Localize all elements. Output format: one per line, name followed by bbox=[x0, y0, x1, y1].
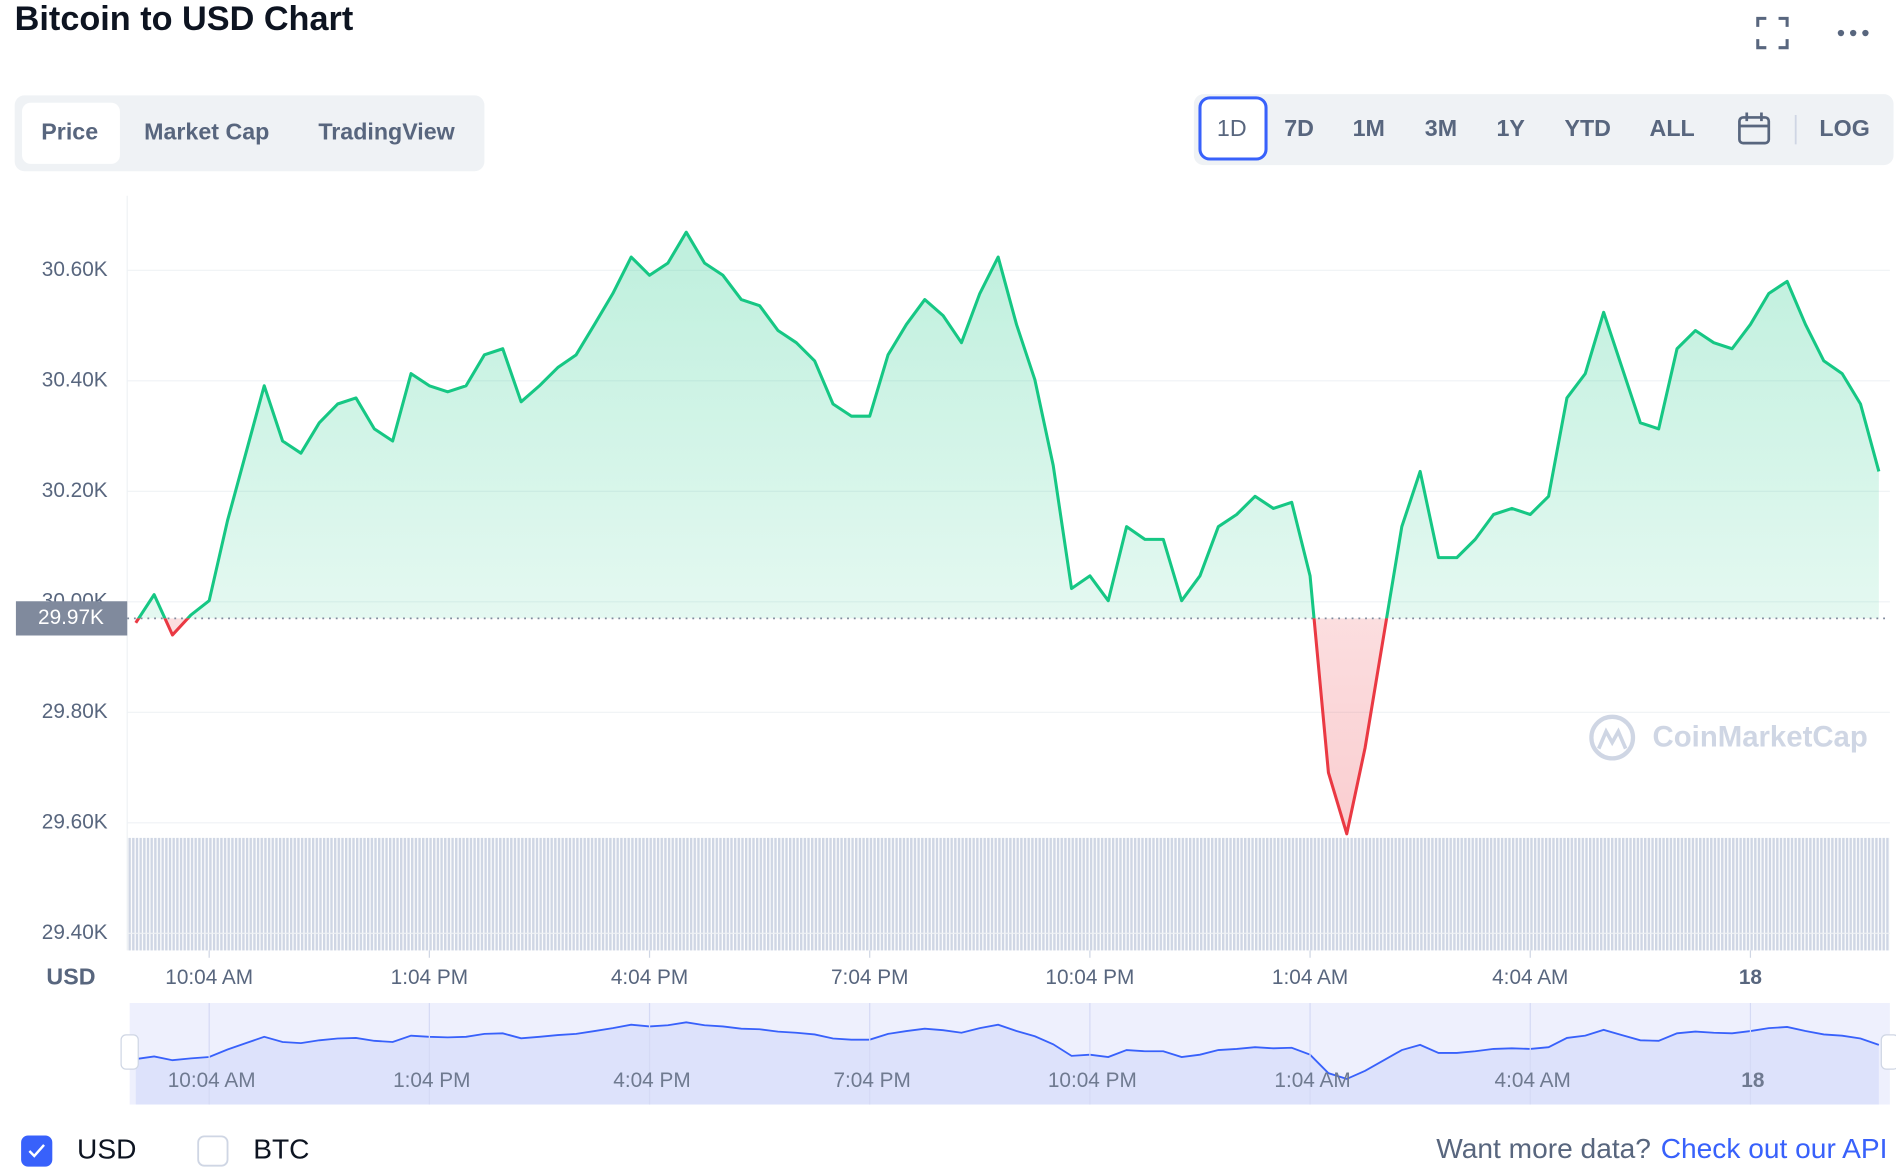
y-tick-label: 29.40K bbox=[42, 921, 108, 944]
range-bar bbox=[1193, 94, 1894, 166]
navigator-tick-label: 1:04 PM bbox=[393, 1069, 470, 1092]
navigator-tick-label: 1:04 AM bbox=[1274, 1069, 1350, 1092]
x-tick-label: 4:04 PM bbox=[611, 966, 688, 989]
x-tick-label: 10:04 AM bbox=[165, 966, 253, 989]
range-button[interactable]: YTD bbox=[1564, 115, 1610, 141]
checkbox[interactable] bbox=[21, 1135, 53, 1167]
volume-bars bbox=[127, 837, 1890, 951]
navigator-tick-label: 4:04 PM bbox=[613, 1069, 690, 1092]
page-title: Bitcoin to USD Chart bbox=[15, 0, 354, 38]
watermark: CoinMarketCap bbox=[1589, 714, 1868, 761]
navigator-handle-left[interactable] bbox=[120, 1034, 139, 1070]
checkmark bbox=[28, 1144, 45, 1158]
navigator-tick-label: 18 bbox=[1741, 1069, 1764, 1092]
price-line-up bbox=[136, 230, 1881, 619]
navigator-line bbox=[135, 1021, 1880, 1080]
range-button[interactable]: 1Y bbox=[1496, 115, 1525, 141]
active-tab-background bbox=[22, 102, 120, 164]
footer-prompt: Want more data? bbox=[1436, 1133, 1651, 1164]
checkbox[interactable] bbox=[197, 1135, 229, 1167]
navigator-tick-label: 10:04 AM bbox=[168, 1069, 256, 1092]
checkbox-label: USD bbox=[77, 1133, 136, 1164]
x-tick-label: 18 bbox=[1739, 966, 1762, 989]
y-tick-label: 30.20K bbox=[42, 479, 108, 502]
log-button[interactable]: LOG bbox=[1819, 115, 1869, 141]
tab-bar bbox=[14, 95, 485, 172]
x-tick-label: 1:04 AM bbox=[1272, 966, 1348, 989]
navigator-area bbox=[135, 1022, 1879, 1105]
tab[interactable]: Price bbox=[41, 118, 98, 144]
range-button[interactable]: ALL bbox=[1650, 115, 1695, 141]
area-above bbox=[135, 232, 1879, 619]
tab[interactable]: Market Cap bbox=[144, 118, 269, 144]
watermark-text: CoinMarketCap bbox=[1653, 721, 1868, 754]
navigator-tick-label: 7:04 PM bbox=[833, 1069, 910, 1092]
range-button[interactable]: 7D bbox=[1284, 115, 1314, 141]
fullscreen-icon[interactable] bbox=[1756, 16, 1789, 50]
x-tick-label: 4:04 AM bbox=[1492, 966, 1568, 989]
footer: Want more data? Check out our API bbox=[1436, 1133, 1887, 1164]
range-button[interactable]: 3M bbox=[1425, 115, 1457, 141]
range-button[interactable]: 1D bbox=[1217, 115, 1247, 141]
navigator-tick-label: 10:04 PM bbox=[1048, 1069, 1137, 1092]
footer-link[interactable]: Check out our API bbox=[1661, 1133, 1888, 1164]
navigator-handle-right[interactable] bbox=[1880, 1034, 1896, 1070]
x-tick-label: 7:04 PM bbox=[831, 966, 908, 989]
y-tick-label: 29.60K bbox=[42, 810, 108, 833]
y-tick-label: 29.80K bbox=[42, 700, 108, 723]
x-tick-label: 10:04 PM bbox=[1045, 966, 1134, 989]
tab[interactable]: TradingView bbox=[318, 118, 455, 144]
y-tick-label: 30.60K bbox=[42, 258, 108, 281]
reference-label: 29.97K bbox=[38, 606, 104, 629]
axis-label: USD bbox=[46, 964, 95, 990]
calendar-icon[interactable] bbox=[1738, 112, 1771, 145]
y-tick-label: 30.40K bbox=[42, 368, 108, 391]
more-icon[interactable] bbox=[1837, 29, 1869, 37]
range-button[interactable]: 1M bbox=[1353, 115, 1385, 141]
reference-label-background bbox=[15, 601, 128, 636]
active-range-outline bbox=[1198, 96, 1268, 161]
x-tick-label: 1:04 PM bbox=[391, 966, 468, 989]
navigator-tick-label: 4:04 AM bbox=[1495, 1069, 1571, 1092]
checkbox-label: BTC bbox=[253, 1133, 309, 1164]
